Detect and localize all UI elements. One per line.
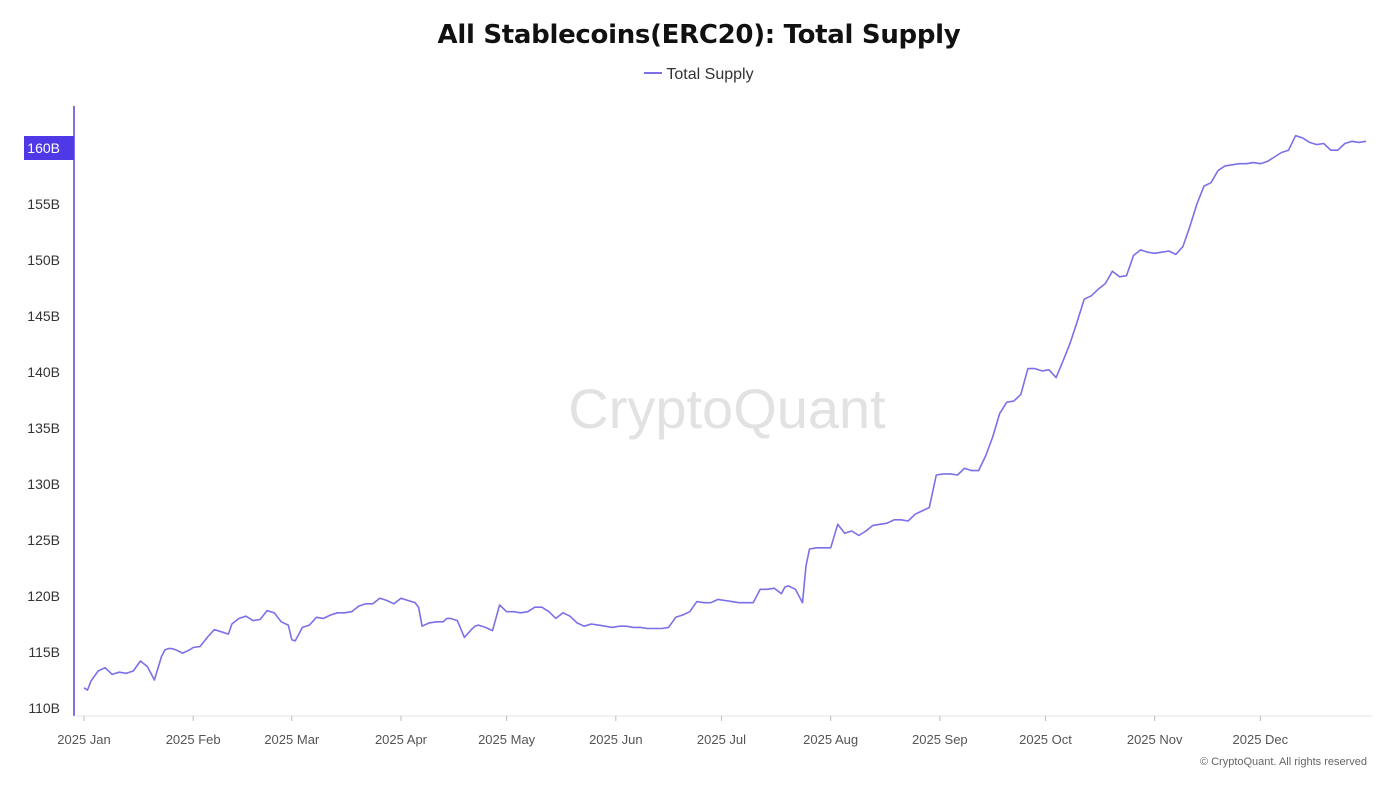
- x-tick-label: 2025 Apr: [375, 732, 428, 747]
- y-tick-label: 160B: [27, 140, 60, 156]
- y-tick-label: 150B: [27, 252, 60, 268]
- x-tick-label: 2025 May: [478, 732, 536, 747]
- x-tick-label: 2025 Jan: [57, 732, 111, 747]
- legend-swatch: [644, 71, 663, 74]
- y-tick-label: 120B: [27, 588, 60, 604]
- x-tick-label: 2025 Jul: [697, 732, 746, 747]
- y-tick-label: 125B: [27, 532, 60, 548]
- x-tick-label: 2025 Oct: [1019, 732, 1072, 747]
- x-tick-label: 2025 Aug: [803, 732, 858, 747]
- chart-title: All Stablecoins(ERC20): Total Supply: [437, 20, 961, 50]
- x-tick-label: 2025 Jun: [589, 732, 643, 747]
- series-line-total-supply[interactable]: [83, 134, 1367, 691]
- y-tick-label: 135B: [27, 420, 60, 436]
- y-tick-label: 155B: [27, 196, 60, 212]
- y-tick-label: 140B: [27, 364, 60, 380]
- watermark: CryptoQuant: [568, 377, 886, 440]
- x-tick-label: 2025 Mar: [264, 732, 320, 747]
- x-tick-label: 2025 Dec: [1233, 732, 1289, 747]
- x-tick-label: 2025 Feb: [166, 732, 221, 747]
- legend-label: Total Supply: [666, 66, 754, 83]
- y-tick-highlight: [24, 136, 74, 160]
- legend[interactable]: Total Supply: [0, 66, 1398, 84]
- x-tick-label: 2025 Sep: [912, 732, 968, 747]
- copyright-notice: © CryptoQuant. All rights reserved: [1199, 756, 1367, 768]
- y-tick-label: 130B: [27, 476, 60, 492]
- x-tick-label: 2025 Nov: [1127, 732, 1183, 747]
- y-tick-label: 145B: [27, 308, 60, 324]
- y-tick-label: 115B: [28, 644, 60, 660]
- y-tick-label: 110B: [28, 700, 60, 716]
